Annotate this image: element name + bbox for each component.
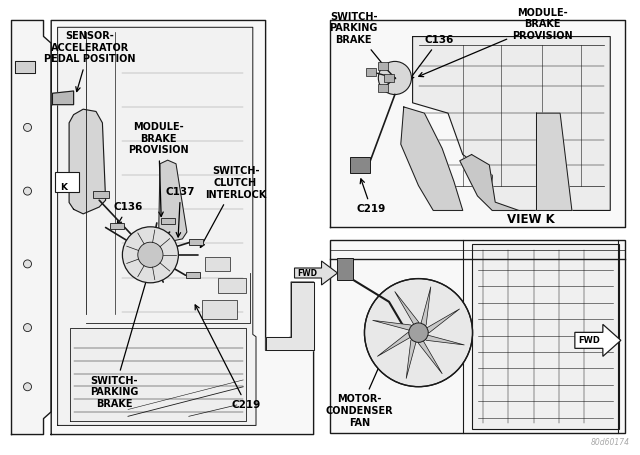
Bar (205, 257, 230, 271)
Polygon shape (51, 20, 314, 435)
Bar (110, 223, 124, 229)
Polygon shape (419, 287, 431, 333)
Polygon shape (15, 61, 35, 73)
Text: C136: C136 (410, 35, 454, 80)
Circle shape (24, 187, 31, 195)
FancyBboxPatch shape (55, 172, 79, 192)
Bar (189, 239, 203, 245)
Text: MODULE-
BRAKE
PROVISION: MODULE- BRAKE PROVISION (419, 7, 573, 76)
Text: C219: C219 (195, 305, 261, 410)
Text: VIEW K: VIEW K (507, 212, 554, 226)
Polygon shape (52, 91, 74, 105)
Bar (218, 278, 246, 293)
Polygon shape (419, 309, 460, 333)
Bar (472, 244, 619, 429)
Circle shape (122, 227, 179, 283)
Circle shape (24, 64, 31, 72)
Circle shape (24, 324, 31, 332)
Polygon shape (406, 333, 419, 379)
Text: MODULE-
BRAKE
PROVISION: MODULE- BRAKE PROVISION (129, 122, 189, 217)
Circle shape (378, 61, 412, 95)
Polygon shape (395, 292, 419, 333)
Text: SWITCH-
PARKING
BRAKE: SWITCH- PARKING BRAKE (330, 12, 387, 70)
Text: FWD: FWD (578, 336, 600, 345)
Bar (378, 61, 388, 70)
Polygon shape (266, 282, 314, 350)
Polygon shape (12, 20, 51, 435)
Bar (161, 218, 175, 224)
Polygon shape (460, 155, 519, 211)
Circle shape (364, 278, 472, 387)
Bar (384, 74, 394, 82)
Text: FWD: FWD (298, 268, 317, 278)
Text: SWITCH-
CLUTCH
INTERLOCK: SWITCH- CLUTCH INTERLOCK (200, 167, 266, 248)
Circle shape (138, 242, 163, 268)
Polygon shape (159, 160, 187, 241)
Text: SENSOR-
ACCELERATOR
PEDAL POSITION: SENSOR- ACCELERATOR PEDAL POSITION (44, 31, 135, 91)
Polygon shape (69, 109, 106, 214)
Text: K: K (60, 182, 67, 192)
Bar (378, 84, 388, 92)
Circle shape (24, 123, 31, 131)
Polygon shape (413, 36, 611, 211)
Circle shape (24, 383, 31, 391)
Polygon shape (330, 20, 625, 227)
Polygon shape (70, 328, 246, 421)
Circle shape (409, 323, 428, 342)
Text: 80d60174: 80d60174 (591, 438, 630, 447)
Bar (202, 300, 237, 318)
Text: C137: C137 (166, 187, 195, 237)
Polygon shape (378, 333, 419, 356)
Polygon shape (536, 113, 572, 211)
Text: SWITCH-
PARKING
BRAKE: SWITCH- PARKING BRAKE (90, 277, 148, 409)
Polygon shape (419, 333, 442, 374)
Bar (337, 258, 353, 280)
Bar (186, 272, 200, 278)
Bar (366, 68, 376, 76)
Bar (349, 157, 369, 173)
Polygon shape (575, 324, 621, 356)
Bar (330, 240, 625, 433)
Polygon shape (401, 107, 463, 211)
Polygon shape (372, 320, 419, 333)
Text: MOTOR-
CONDENSER
FAN: MOTOR- CONDENSER FAN (326, 326, 397, 428)
Circle shape (24, 260, 31, 268)
Text: C136: C136 (113, 202, 143, 225)
Bar (93, 191, 109, 198)
Text: C219: C219 (356, 179, 386, 214)
Polygon shape (294, 261, 337, 285)
Polygon shape (419, 333, 465, 345)
Polygon shape (58, 27, 256, 425)
